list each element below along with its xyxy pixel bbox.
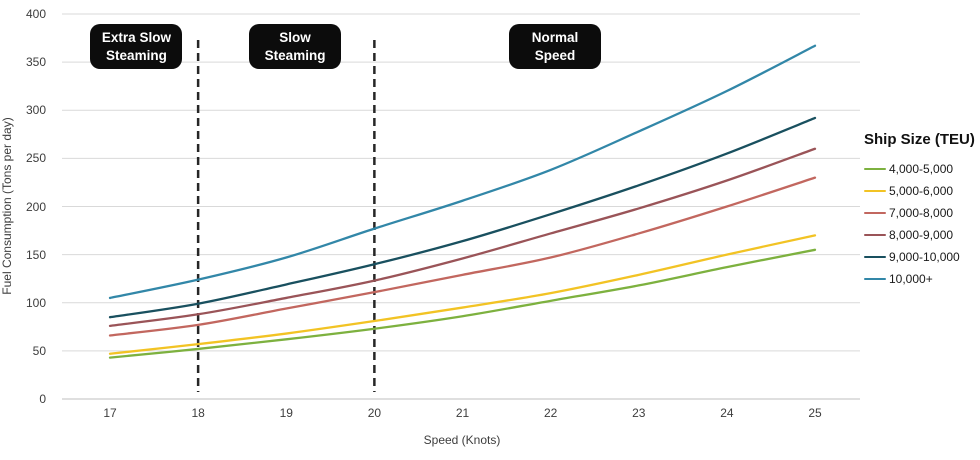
legend-swatch-line-icon [864, 233, 886, 237]
legend-item: 5,000-6,000 [864, 180, 978, 202]
legend-item: 9,000-10,000 [864, 246, 978, 268]
y-tick-label: 400 [25, 7, 46, 21]
legend-swatch-line-icon [864, 211, 886, 215]
legend-item-label: 10,000+ [889, 272, 933, 286]
series-line-10,000+ [108, 44, 817, 300]
zone-label-text: Extra Slow [101, 30, 171, 45]
legend-item-label: 4,000-5,000 [889, 162, 954, 176]
y-tick-label: 350 [25, 55, 46, 70]
y-tick-label: 150 [25, 247, 46, 262]
series-line-4,000-5,000 [108, 248, 817, 359]
zone-label-box: Normal Speed [509, 24, 602, 70]
y-tick-label: 0 [39, 392, 46, 406]
legend-item: 4,000-5,000 [864, 158, 978, 180]
zone-label-text: Slow [279, 30, 311, 45]
x-axis-title: Speed (Knots) [423, 433, 501, 447]
y-tick-label: 50 [32, 343, 46, 358]
y-tick-label: 250 [25, 151, 46, 166]
x-tick-label: 25 [808, 406, 822, 420]
zone-label-box: Extra Slow Steaming [90, 24, 183, 70]
legend-items: 4,000-5,000 5,000-6,000 7,000-8,000 8,000-9… [864, 158, 978, 290]
legend-item: 10,000+ [864, 268, 978, 290]
legend-item-label: 7,000-8,000 [889, 206, 954, 220]
x-tick-label: 20 [367, 406, 382, 420]
legend-swatch-line-icon [864, 255, 886, 259]
zone-label-text: Steaming [264, 47, 326, 63]
x-tick-label: 22 [543, 406, 558, 420]
x-tick-label: 17 [103, 406, 117, 420]
zone-label-text: Steaming [106, 47, 167, 63]
legend: Ship Size (TEU) 4,000-5,000 5,000-6,000 7,… [864, 131, 978, 290]
legend-title: Ship Size (TEU) [864, 131, 975, 148]
series-line-7,000-8,000 [108, 176, 817, 337]
y-tick-label: 100 [25, 295, 46, 310]
zone-label-box: Slow Steaming [249, 24, 342, 70]
legend-item-label: 8,000-9,000 [889, 228, 954, 242]
y-tick-label: 300 [25, 103, 46, 118]
zone-label-text: Normal [531, 30, 579, 45]
legend-item-label: 5,000-6,000 [889, 184, 954, 198]
x-tick-label: 23 [632, 406, 646, 420]
x-tick-label: 19 [279, 406, 293, 420]
legend-item: 8,000-9,000 [864, 224, 978, 246]
x-tick-label: 24 [720, 406, 734, 420]
legend-swatch-line-icon [864, 277, 886, 281]
y-tick-label: 200 [25, 199, 46, 214]
series-line-9,000-10,000 [108, 116, 817, 319]
legend-item: 7,000-8,000 [864, 202, 978, 224]
series-line-5,000-6,000 [108, 234, 817, 355]
zone-label-text: Speed [534, 47, 576, 63]
x-tick-label: 21 [455, 406, 470, 420]
legend-swatch-line-icon [864, 189, 886, 193]
legend-swatch-line-icon [864, 167, 886, 171]
x-tick-label: 18 [191, 406, 205, 420]
y-axis-title: Fuel Consumption (Tons per day) [0, 117, 14, 295]
legend-item-label: 9,000-10,000 [889, 250, 960, 264]
series-line-8,000-9,000 [108, 147, 817, 327]
